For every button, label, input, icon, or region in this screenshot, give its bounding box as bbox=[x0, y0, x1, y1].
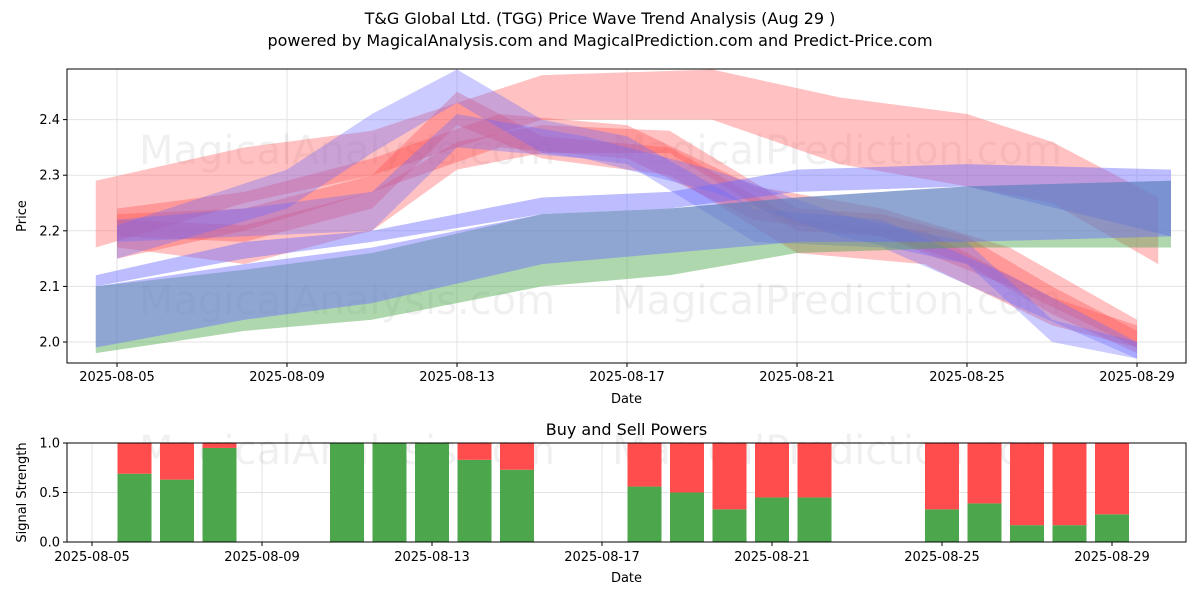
x-tick-label: 2025-08-21 bbox=[759, 370, 835, 385]
buy-bar bbox=[925, 509, 959, 542]
x-tick-label: 2025-08-09 bbox=[249, 370, 325, 385]
buy-bar bbox=[330, 443, 364, 542]
wave-band-blue bbox=[95, 164, 1171, 287]
sell-bar bbox=[797, 443, 832, 498]
sell-bar bbox=[500, 443, 534, 470]
wave-band-red bbox=[117, 114, 1137, 348]
x-tick-label: 2025-08-13 bbox=[419, 370, 495, 385]
wave-band-blue bbox=[95, 180, 1171, 348]
sell-bar bbox=[160, 443, 194, 480]
watermark-text: MagicalAnalysis.com bbox=[139, 278, 555, 324]
x-tick-label: 2025-08-17 bbox=[589, 370, 665, 385]
chart-title: T&G Global Ltd. (TGG) Price Wave Trend A… bbox=[364, 9, 836, 28]
x-tick-label: 2025-08-09 bbox=[224, 550, 300, 565]
buy-bar bbox=[1052, 525, 1087, 542]
x-tick-label: 2025-08-05 bbox=[79, 370, 155, 385]
x-tick-label: 2025-08-29 bbox=[1074, 550, 1150, 565]
bar-chart-title: Buy and Sell Powers bbox=[546, 420, 708, 439]
buy-bar bbox=[117, 473, 152, 542]
wave-band-blue bbox=[117, 69, 1137, 359]
sell-bar bbox=[1052, 443, 1087, 526]
buy-bar bbox=[160, 479, 194, 542]
watermark-text: MagicalPrediction.com bbox=[612, 278, 1062, 324]
x-tick-label: 2025-08-21 bbox=[734, 550, 810, 565]
x-tick-label: 2025-08-05 bbox=[54, 550, 130, 565]
power-plot: MagicalAnalysis.comMagicalPrediction.com… bbox=[15, 420, 1187, 586]
sell-bar bbox=[967, 443, 1002, 504]
x-axis-label: Date bbox=[611, 571, 642, 586]
buy-bar bbox=[457, 459, 492, 542]
x-tick-label: 2025-08-25 bbox=[929, 370, 1005, 385]
chart-subtitle: powered by MagicalAnalysis.com and Magic… bbox=[267, 31, 933, 50]
y-axis-label: Signal Strength bbox=[15, 442, 30, 542]
y-tick-label: 2.2 bbox=[39, 224, 60, 239]
buy-bar bbox=[712, 509, 747, 542]
buy-bar bbox=[627, 486, 662, 542]
buy-bar bbox=[967, 503, 1002, 542]
buy-bar bbox=[415, 443, 449, 542]
wave-band-red bbox=[117, 125, 1137, 354]
watermark-text: MagicalAnalysis.com bbox=[139, 128, 555, 174]
buy-bar bbox=[1010, 525, 1044, 542]
buy-bar bbox=[670, 492, 704, 542]
wave-band-green bbox=[95, 180, 1171, 354]
buy-bar bbox=[372, 443, 407, 542]
sell-bar bbox=[1095, 443, 1129, 515]
buy-bar bbox=[500, 469, 534, 542]
y-axis-label: Price bbox=[15, 200, 30, 232]
sell-bar bbox=[755, 443, 789, 498]
buy-bar bbox=[1095, 514, 1129, 542]
price-plot: MagicalAnalysis.com MagicalPrediction.com… bbox=[15, 68, 1187, 407]
y-tick-label: 0.5 bbox=[39, 486, 60, 501]
sell-bar bbox=[1010, 443, 1044, 526]
buy-bar bbox=[202, 447, 237, 542]
sell-bar bbox=[712, 443, 747, 510]
sell-bar bbox=[925, 443, 959, 510]
x-axis-label: Date bbox=[611, 392, 642, 407]
sell-bar bbox=[670, 443, 704, 493]
x-tick-label: 2025-08-17 bbox=[564, 550, 640, 565]
buy-bar bbox=[755, 497, 789, 542]
y-tick-label: 2.3 bbox=[39, 169, 60, 184]
wave-band-blue bbox=[117, 114, 1137, 359]
x-tick-label: 2025-08-13 bbox=[394, 550, 470, 565]
sell-bar bbox=[202, 443, 237, 448]
x-tick-label: 2025-08-25 bbox=[904, 550, 980, 565]
x-tick-label: 2025-08-29 bbox=[1099, 370, 1175, 385]
y-tick-label: 0.0 bbox=[39, 536, 60, 551]
y-tick-label: 2.1 bbox=[39, 280, 60, 295]
sell-bar bbox=[627, 443, 662, 487]
y-tick-label: 2.0 bbox=[39, 336, 60, 351]
y-tick-label: 1.0 bbox=[39, 437, 60, 452]
sell-bar bbox=[457, 443, 492, 460]
buy-bar bbox=[797, 497, 832, 542]
wave-band-red bbox=[95, 69, 1159, 265]
wave-band-red bbox=[117, 91, 1137, 348]
sell-bar bbox=[117, 443, 152, 474]
y-tick-label: 2.4 bbox=[39, 113, 60, 128]
bars bbox=[117, 443, 1129, 542]
watermark-text: MagicalPrediction.com bbox=[612, 128, 1062, 174]
bands bbox=[95, 69, 1171, 359]
